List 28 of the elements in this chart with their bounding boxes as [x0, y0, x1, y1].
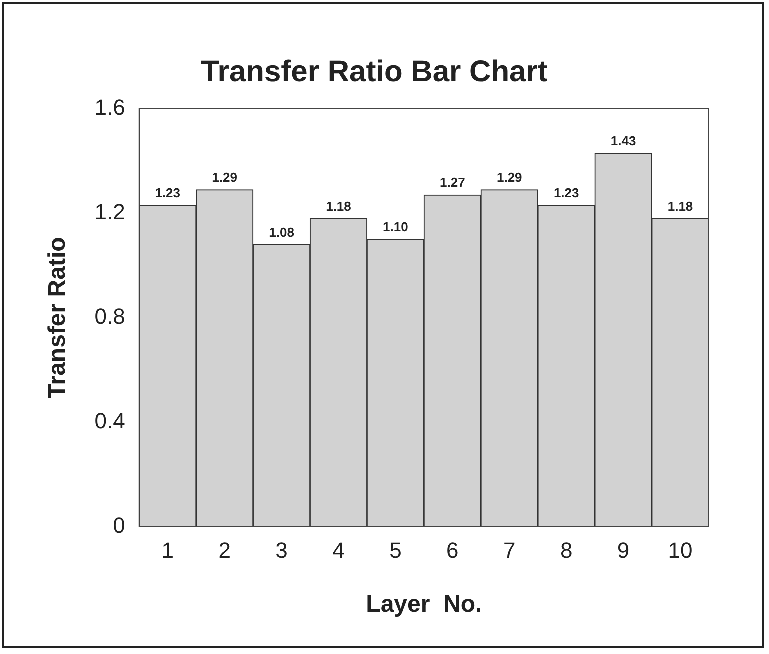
data-label: 1.10 [383, 220, 408, 235]
data-label: 1.29 [212, 170, 238, 186]
x-tick-label: 7 [504, 538, 516, 564]
x-tick-label: 8 [560, 538, 573, 564]
data-label: 1.43 [610, 133, 636, 148]
chart-title: Transfer Ratio Bar Chart [201, 55, 548, 88]
x-tick-label: 5 [390, 538, 402, 564]
x-tick-label: 2 [218, 538, 231, 564]
data-label: 1.18 [326, 198, 352, 214]
x-tick-label: 10 [668, 538, 693, 564]
x-tick-label: 1 [162, 538, 174, 564]
y-tick-label: 1.6 [94, 95, 126, 120]
y-tick-label: 1.2 [94, 200, 126, 225]
data-label: 1.29 [496, 170, 522, 186]
data-label: 1.23 [554, 186, 580, 201]
y-tick-label: 0.8 [94, 304, 126, 329]
y-axis-title: Transfer Ratio [44, 237, 72, 399]
x-tick-label: 9 [617, 538, 630, 564]
data-label: 1.08 [269, 224, 294, 240]
data-label: 1.18 [668, 198, 694, 214]
y-tick-label: 0 [113, 512, 126, 538]
data-label: 1.27 [440, 175, 466, 190]
x-tick-label: 4 [332, 538, 345, 564]
x-tick-label: 3 [276, 538, 288, 564]
x-tick-label: 6 [446, 538, 459, 564]
x-axis-title: Layer No. [366, 591, 482, 618]
data-label: 1.23 [155, 186, 181, 201]
y-tick-label: 0.4 [94, 408, 126, 434]
